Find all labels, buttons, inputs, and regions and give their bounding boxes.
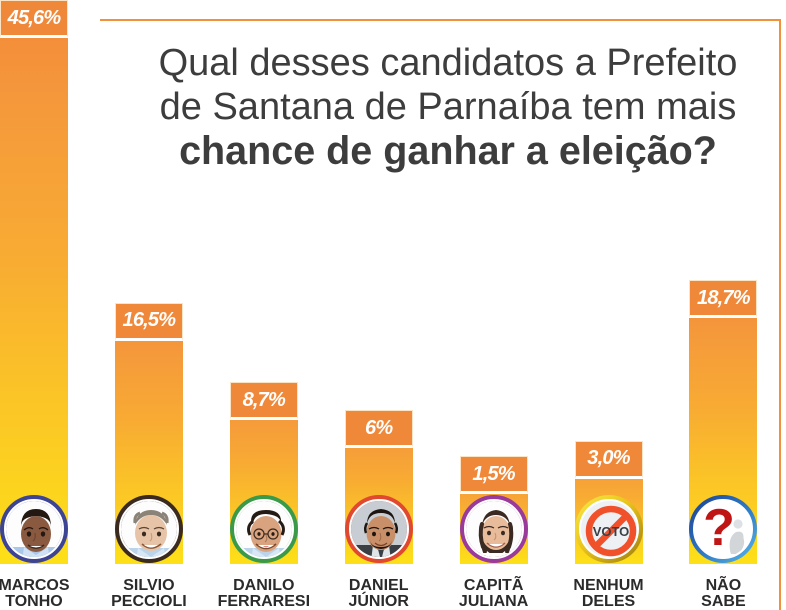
svg-text:?: ?: [704, 501, 736, 557]
svg-text:VOTO: VOTO: [592, 524, 629, 539]
